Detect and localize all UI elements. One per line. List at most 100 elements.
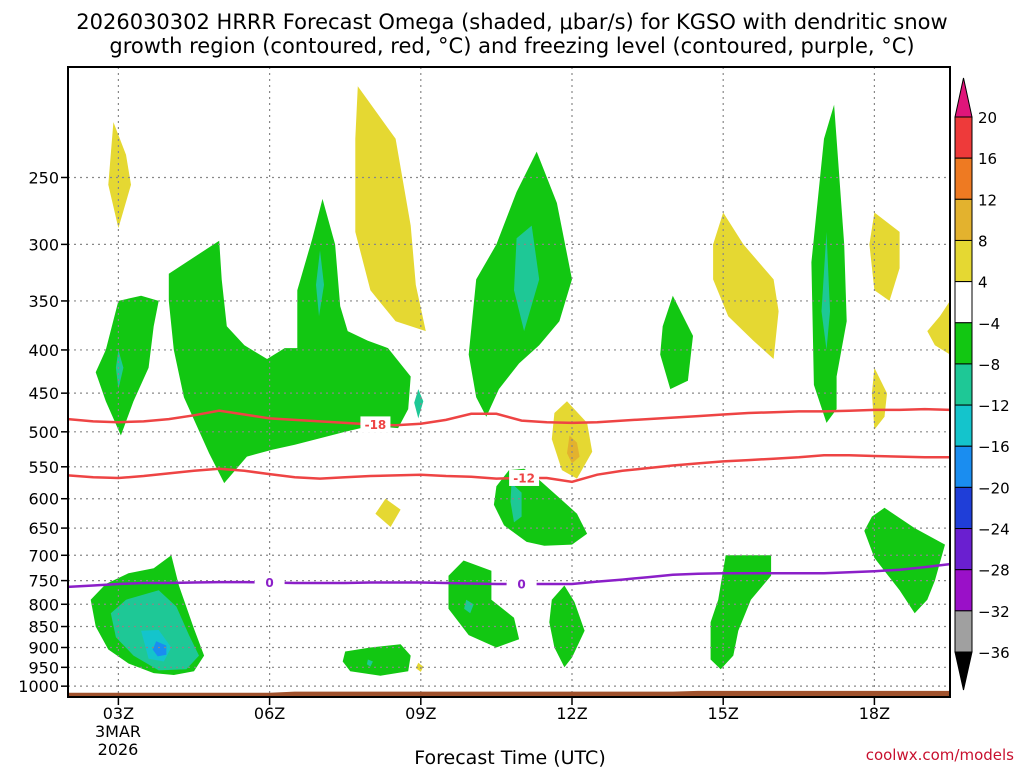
colorbar-segment [954, 445, 973, 488]
plot-border [67, 66, 951, 698]
colorbar-segment [954, 322, 973, 365]
omega-core-core-0800 [414, 389, 424, 419]
y-tick-label: 350 [28, 292, 59, 311]
y-tick-label: 1000 [18, 677, 59, 696]
omega-region-dn-1400z [660, 295, 693, 390]
omega-core-core-1700 [821, 231, 830, 350]
contour-label-bg [254, 574, 285, 591]
contour-label: 0 [517, 578, 525, 592]
date-label-line2: 2026 [98, 740, 139, 759]
colorbar-segment [954, 116, 973, 159]
colorbar-label: −4 [978, 315, 1000, 333]
colorbar-label: 4 [978, 274, 988, 292]
colorbar-label: 8 [978, 232, 988, 250]
contour-line-1 [68, 454, 950, 484]
chart-title-line2: growth region (contoured, red, °C) and f… [109, 34, 914, 58]
contour-label: -12 [513, 471, 535, 485]
omega-region-up-1530z [713, 212, 779, 359]
y-tick-label: 950 [28, 658, 59, 677]
ground-surface [68, 690, 950, 697]
omega-region-dn-0300z-low-core3 [152, 641, 167, 657]
x-tick-label: 06Z [254, 704, 285, 723]
colorbar-segment [954, 157, 973, 200]
omega-core-core-1100 [514, 225, 540, 332]
omega-region-up-0900z-tiny [415, 662, 424, 672]
omega-region-dn-1800z-mid [864, 507, 945, 614]
omega-core-core-0900-low [464, 599, 474, 614]
omega-region-dn-0800z-low [342, 644, 411, 676]
colorbar-segment [954, 610, 973, 653]
y-tick-label: 300 [28, 235, 59, 254]
x-tick-label: 15Z [708, 704, 739, 723]
omega-core-core-0700 [316, 250, 324, 317]
contour-line-0 [68, 407, 950, 427]
omega-core-core-1100-mid [510, 483, 522, 523]
plot-inner: -18 -12 0 0 [68, 67, 950, 697]
contour-label-bg [360, 416, 391, 433]
y-tick-label: 550 [28, 458, 59, 477]
omega-region-up-12z-core [567, 435, 580, 464]
omega-region-up-18z-high [869, 212, 900, 301]
y-tick-label: 650 [28, 519, 59, 538]
omega-core-core-0230 [115, 349, 124, 390]
colorbar-label: −16 [978, 438, 1010, 456]
x-tick-label: 18Z [859, 704, 890, 723]
omega-region-dn-1500z-low [710, 555, 772, 670]
omega-region-up-18z-mid [871, 367, 887, 430]
colorbar-label: 16 [978, 150, 997, 168]
omega-region-up-0730z [355, 86, 426, 332]
x-axis-title: Forecast Time (UTC) [414, 747, 605, 768]
colorbar-label: −32 [978, 603, 1010, 621]
colorbar: 20 16 12 8 4 −4 −8 −12 −16 −20 −24 −28 −32 −36 [954, 77, 1010, 691]
x-tick-label: 03Z [103, 704, 134, 723]
y-tick-label: 750 [28, 572, 59, 591]
x-tick-label: 09Z [405, 704, 436, 723]
y-tick-label: 900 [28, 638, 59, 657]
contour-label: 0 [265, 576, 273, 590]
omega-core-core-0800-low [366, 659, 373, 667]
colorbar-segment [954, 281, 973, 324]
y-tick-label: 450 [28, 384, 59, 403]
colorbar-segment [954, 528, 973, 571]
colorbar-bottom-arrow [954, 651, 973, 691]
colorbar-label: −8 [978, 356, 1000, 374]
colorbar-top-arrow [954, 77, 973, 118]
y-tick-label: 600 [28, 490, 59, 509]
colorbar-label: 20 [978, 109, 997, 127]
date-label-line1: 3MAR [95, 722, 141, 741]
colorbar-label: −20 [978, 479, 1010, 497]
colorbar-segment [954, 404, 973, 447]
y-tick-label: 850 [28, 618, 59, 637]
colorbar-segment [954, 363, 973, 406]
y-tick-label: 500 [28, 423, 59, 442]
colorbar-segment [954, 486, 973, 530]
omega-region-dn-1100z-mid [493, 468, 588, 546]
colorbar-segment [954, 239, 973, 283]
colorbar-segment [954, 198, 973, 241]
x-axis: 03Z 06Z 09Z 12Z 15Z 18Z [103, 697, 890, 723]
y-tick-label: 800 [28, 595, 59, 614]
contour-label-bg [509, 469, 540, 486]
credit-link[interactable]: coolwx.com/models [866, 746, 1014, 764]
colorbar-label: −36 [978, 644, 1010, 662]
omega-region-dn-0230z [95, 295, 159, 436]
x-tick-label: 12Z [556, 704, 587, 723]
plot-area: -18 -12 0 0 [67, 66, 951, 698]
colorbar-label: 12 [978, 191, 997, 209]
omega-region-up-0830z [375, 498, 401, 527]
contour-label-bg [506, 576, 537, 593]
y-tick-label: 700 [28, 546, 59, 565]
y-tick-label: 400 [28, 341, 59, 360]
chart-title-line1: 2026030302 HRRR Forecast Omega (shaded, … [76, 10, 947, 34]
y-axis: 2503003504004505005506006507007508008509… [18, 168, 68, 696]
colorbar-label: −12 [978, 397, 1010, 415]
colorbar-segment [954, 569, 973, 612]
colorbar-label: −28 [978, 562, 1010, 580]
omega-region-up-03z-high [108, 122, 131, 229]
colorbar-label: −24 [978, 521, 1010, 539]
y-tick-label: 250 [28, 168, 59, 187]
contour-label: -18 [365, 418, 387, 432]
omega-region-up-1930z [927, 300, 950, 355]
omega-region-dn-1700z [811, 104, 847, 423]
